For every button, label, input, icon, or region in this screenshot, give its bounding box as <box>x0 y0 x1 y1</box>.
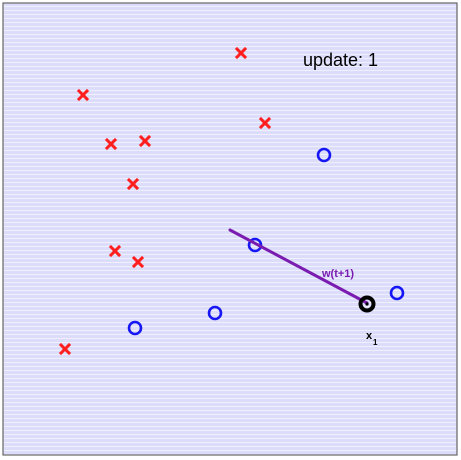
highlighted-point-label: x <box>366 330 373 342</box>
weight-vector-label: w(t+1) <box>321 268 354 280</box>
positive-sample-marker <box>207 305 223 321</box>
negative-sample-marker <box>76 88 90 102</box>
highlighted-point-subscript: 1 <box>373 338 378 347</box>
negative-sample-marker <box>126 177 140 191</box>
negative-sample-marker <box>131 255 145 269</box>
negative-sample-marker <box>108 244 122 258</box>
positive-sample-marker <box>389 285 405 301</box>
negative-sample-marker <box>234 46 248 60</box>
data-points <box>58 46 405 356</box>
weight-vector-line <box>228 228 369 305</box>
positive-sample-marker <box>316 147 332 163</box>
negative-sample-marker <box>104 137 118 151</box>
negative-sample-marker <box>258 116 272 130</box>
negative-sample-marker <box>58 342 72 356</box>
highlighted-point-x1 <box>358 295 376 313</box>
update-counter-label: update: 1 <box>303 50 378 70</box>
positive-sample-marker <box>127 320 143 336</box>
negative-sample-marker <box>138 134 152 148</box>
